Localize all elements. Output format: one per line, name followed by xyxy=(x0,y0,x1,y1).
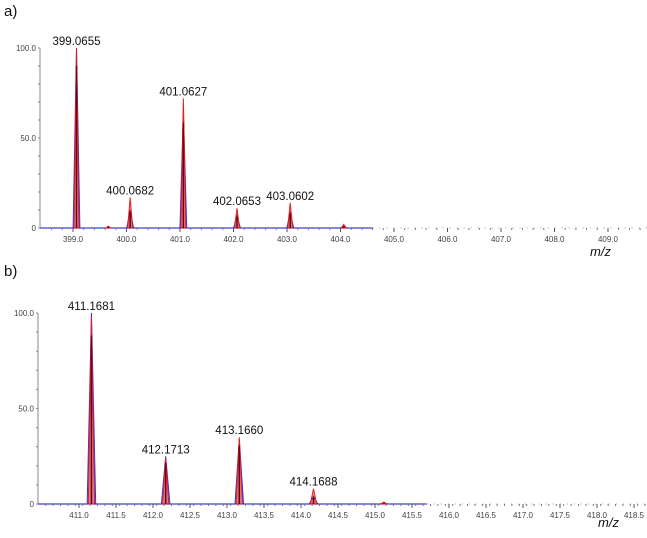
peak-label: 403.0602 xyxy=(266,191,314,203)
x-tick-label: 411.5 xyxy=(106,511,126,520)
x-tick-label: 417.5 xyxy=(550,511,571,520)
peak-label: 402.0653 xyxy=(213,196,261,208)
x-tick-label: 405.0 xyxy=(384,235,405,244)
y-tick-label: 100.0 xyxy=(14,309,35,318)
x-tick-label: 407.0 xyxy=(491,235,512,244)
peak-label: 400.0682 xyxy=(106,185,154,197)
x-tick-label: 414.0 xyxy=(291,511,312,520)
peak-label: 413.1660 xyxy=(215,425,263,437)
y-tick-label: 100.0 xyxy=(16,44,37,53)
x-tick-label: 413.5 xyxy=(254,511,275,520)
y-tick-label: 0 xyxy=(30,500,35,509)
x-tick-label: 416.0 xyxy=(439,511,460,520)
peak-label: 411.1681 xyxy=(68,301,115,313)
x-tick-label: 418.0 xyxy=(587,511,608,520)
x-tick-label: 404.0 xyxy=(330,235,351,244)
x-tick-label: 402.0 xyxy=(223,235,244,244)
x-tick-label: 412.5 xyxy=(180,511,201,520)
y-tick-label: 50.0 xyxy=(20,134,36,143)
x-axis-label: m/z xyxy=(590,244,611,259)
x-tick-label: 415.0 xyxy=(365,511,386,520)
x-tick-label: 399.0 xyxy=(63,235,84,244)
x-axis-label: m/z xyxy=(598,515,619,530)
x-tick-label: 403.0 xyxy=(277,235,298,244)
x-tick-label: 418.5 xyxy=(624,511,645,520)
x-tick-label: 417.0 xyxy=(513,511,534,520)
x-tick-label: 406.0 xyxy=(437,235,458,244)
peak-label: 401.0627 xyxy=(159,86,207,98)
x-tick-label: 415.5 xyxy=(402,511,423,520)
peak-label: 399.0655 xyxy=(53,36,101,48)
x-tick-label: 411.0 xyxy=(69,511,89,520)
x-tick-label: 412.0 xyxy=(143,511,164,520)
y-tick-label: 50.0 xyxy=(18,405,34,414)
x-tick-label: 401.0 xyxy=(170,235,191,244)
x-tick-label: 408.0 xyxy=(544,235,565,244)
x-tick-label: 409.0 xyxy=(598,235,619,244)
spectrum-panel-a: a) 0 50.0 100.0 399.0 400.0 401.0 402.0 403.0 404… xyxy=(4,3,647,259)
x-tick-label: 416.5 xyxy=(476,511,497,520)
panel-label: a) xyxy=(4,3,17,20)
panel-label: b) xyxy=(4,263,17,280)
x-tick-label: 413.0 xyxy=(217,511,238,520)
y-tick-label: 0 xyxy=(32,224,37,233)
peak-label: 414.1688 xyxy=(290,477,338,489)
peak-label: 412.1713 xyxy=(142,444,190,456)
x-tick-label: 400.0 xyxy=(116,235,137,244)
x-tick-label: 414.5 xyxy=(328,511,349,520)
spectrum-panel-b: b) 0 50.0 100.0 411.0 411.5 412.0 412.5 413.0 413… xyxy=(4,263,647,530)
